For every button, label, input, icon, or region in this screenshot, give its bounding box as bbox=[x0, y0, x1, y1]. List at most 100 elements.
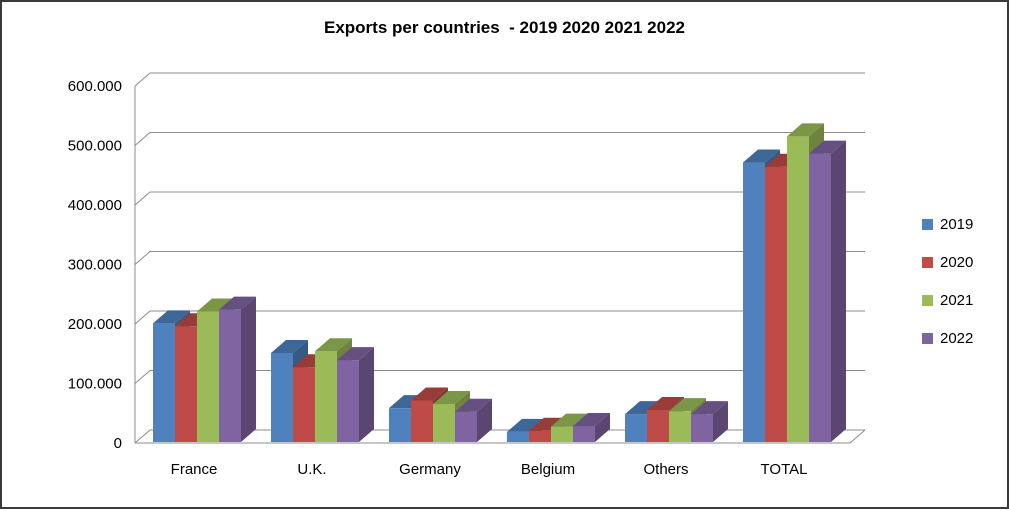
gridline bbox=[134, 72, 865, 87]
bar-front-face bbox=[647, 409, 669, 442]
legend-label: 2019 bbox=[940, 215, 974, 233]
y-axis-labels: 0 100.000 200.000 300.000 400.000 500.000 600.… bbox=[68, 78, 122, 452]
y-tick-label: 300.000 bbox=[68, 257, 122, 274]
category-group-U.K. bbox=[271, 338, 374, 442]
bar-side-face bbox=[241, 296, 256, 442]
bar-Others-2022 bbox=[691, 401, 728, 442]
bar-side-face bbox=[713, 401, 728, 442]
bar-top-face bbox=[433, 391, 470, 405]
gridline bbox=[134, 191, 865, 206]
category-group-Others bbox=[625, 396, 728, 442]
legend-item-2021: 2021 bbox=[922, 289, 973, 311]
bar-top-face bbox=[153, 310, 190, 324]
bar-side-face bbox=[477, 398, 492, 442]
x-category-label: Others bbox=[643, 461, 688, 478]
bar-front-face bbox=[389, 408, 411, 442]
bar-France-2022 bbox=[219, 296, 256, 442]
bar-front-face bbox=[787, 136, 809, 442]
legend-label: 2020 bbox=[940, 253, 974, 271]
category-group-France bbox=[153, 296, 256, 442]
bar-top-face bbox=[507, 418, 544, 432]
x-category-label: Germany bbox=[399, 461, 461, 478]
bar-top-face bbox=[743, 149, 780, 163]
chart-title: Exports per countries - 2019 2020 2021 2… bbox=[324, 18, 685, 37]
floor-outline bbox=[135, 429, 866, 444]
bar-Germany-2022 bbox=[455, 398, 492, 442]
bar-side-face bbox=[831, 140, 846, 442]
bar-top-face bbox=[455, 398, 492, 412]
bar-TOTAL-2022 bbox=[809, 140, 846, 442]
bar-front-face bbox=[433, 404, 455, 442]
bar-top-face bbox=[271, 340, 308, 353]
bar-front-face bbox=[507, 431, 529, 442]
bar-front-face bbox=[743, 162, 765, 443]
bar-front-face bbox=[691, 414, 713, 442]
bars bbox=[153, 123, 846, 443]
x-category-label: Belgium bbox=[521, 461, 575, 478]
y-tick-label: 500.000 bbox=[68, 138, 122, 155]
x-category-label: France bbox=[171, 461, 218, 478]
x-category-label: TOTAL bbox=[761, 461, 808, 478]
bar-U.K.-2022 bbox=[337, 347, 374, 442]
bar-front-face bbox=[175, 326, 197, 442]
gridline bbox=[134, 310, 865, 325]
bar-front-face bbox=[293, 367, 315, 442]
legend-item-2020: 2020 bbox=[922, 251, 973, 273]
bar-front-face bbox=[219, 309, 241, 442]
y-tick-label: 100.000 bbox=[68, 376, 122, 393]
bar-top-face bbox=[625, 401, 662, 415]
bar-Belgium-2022 bbox=[573, 412, 610, 442]
y-tick-label: 600.000 bbox=[68, 78, 122, 95]
bar-front-face bbox=[411, 400, 433, 442]
category-group-Germany bbox=[389, 387, 492, 442]
gridline bbox=[134, 370, 865, 384]
legend-label: 2022 bbox=[940, 329, 974, 347]
bar-front-face bbox=[455, 411, 477, 442]
x-axis-labels: France U.K. Germany Belgium Others TOTAL bbox=[171, 461, 808, 478]
bar-top-face bbox=[669, 398, 706, 412]
gridline bbox=[134, 132, 865, 146]
y-tick-label: 200.000 bbox=[68, 316, 122, 333]
x-category-label: U.K. bbox=[297, 461, 326, 478]
bar-front-face bbox=[809, 153, 831, 442]
bar-front-face bbox=[197, 311, 219, 442]
category-group-TOTAL bbox=[743, 123, 846, 443]
legend-swatch-icon bbox=[922, 294, 933, 306]
legend-label: 2021 bbox=[940, 291, 974, 309]
bar-top-face bbox=[529, 417, 566, 431]
bar-top-face bbox=[809, 140, 846, 154]
y-tick-label: 400.000 bbox=[68, 197, 122, 214]
bar-top-face bbox=[787, 123, 824, 137]
legend-item-2022: 2022 bbox=[922, 327, 973, 349]
bar-top-face bbox=[691, 401, 728, 415]
bar-top-face bbox=[315, 338, 352, 352]
bar-front-face bbox=[669, 411, 691, 442]
bar-front-face bbox=[337, 360, 359, 442]
bar-front-face bbox=[573, 425, 595, 442]
bar-side-face bbox=[359, 347, 374, 442]
y-tick-label: 0 bbox=[114, 435, 122, 452]
bar-front-face bbox=[625, 414, 647, 442]
bar-front-face bbox=[551, 426, 573, 442]
bar-top-face bbox=[573, 412, 610, 426]
bar-side-face bbox=[595, 412, 610, 442]
bar-top-face bbox=[551, 413, 588, 427]
legend-item-2019: 2019 bbox=[922, 213, 973, 235]
category-group-Belgium bbox=[507, 412, 610, 442]
bar-top-face bbox=[337, 347, 374, 361]
legend-swatch-icon bbox=[922, 332, 933, 344]
bar-front-face bbox=[765, 166, 787, 442]
gridline bbox=[134, 251, 865, 265]
bar-top-face bbox=[197, 298, 234, 312]
bar-front-face bbox=[529, 430, 551, 442]
legend: 2019 2020 2021 2022 bbox=[922, 213, 973, 365]
legend-swatch-icon bbox=[922, 218, 933, 230]
bar-front-face bbox=[271, 353, 293, 442]
legend-swatch-icon bbox=[922, 256, 933, 268]
bar-top-face bbox=[647, 396, 684, 410]
bar-top-face bbox=[411, 387, 448, 401]
bar-top-face bbox=[219, 296, 256, 310]
bar-front-face bbox=[315, 351, 337, 442]
